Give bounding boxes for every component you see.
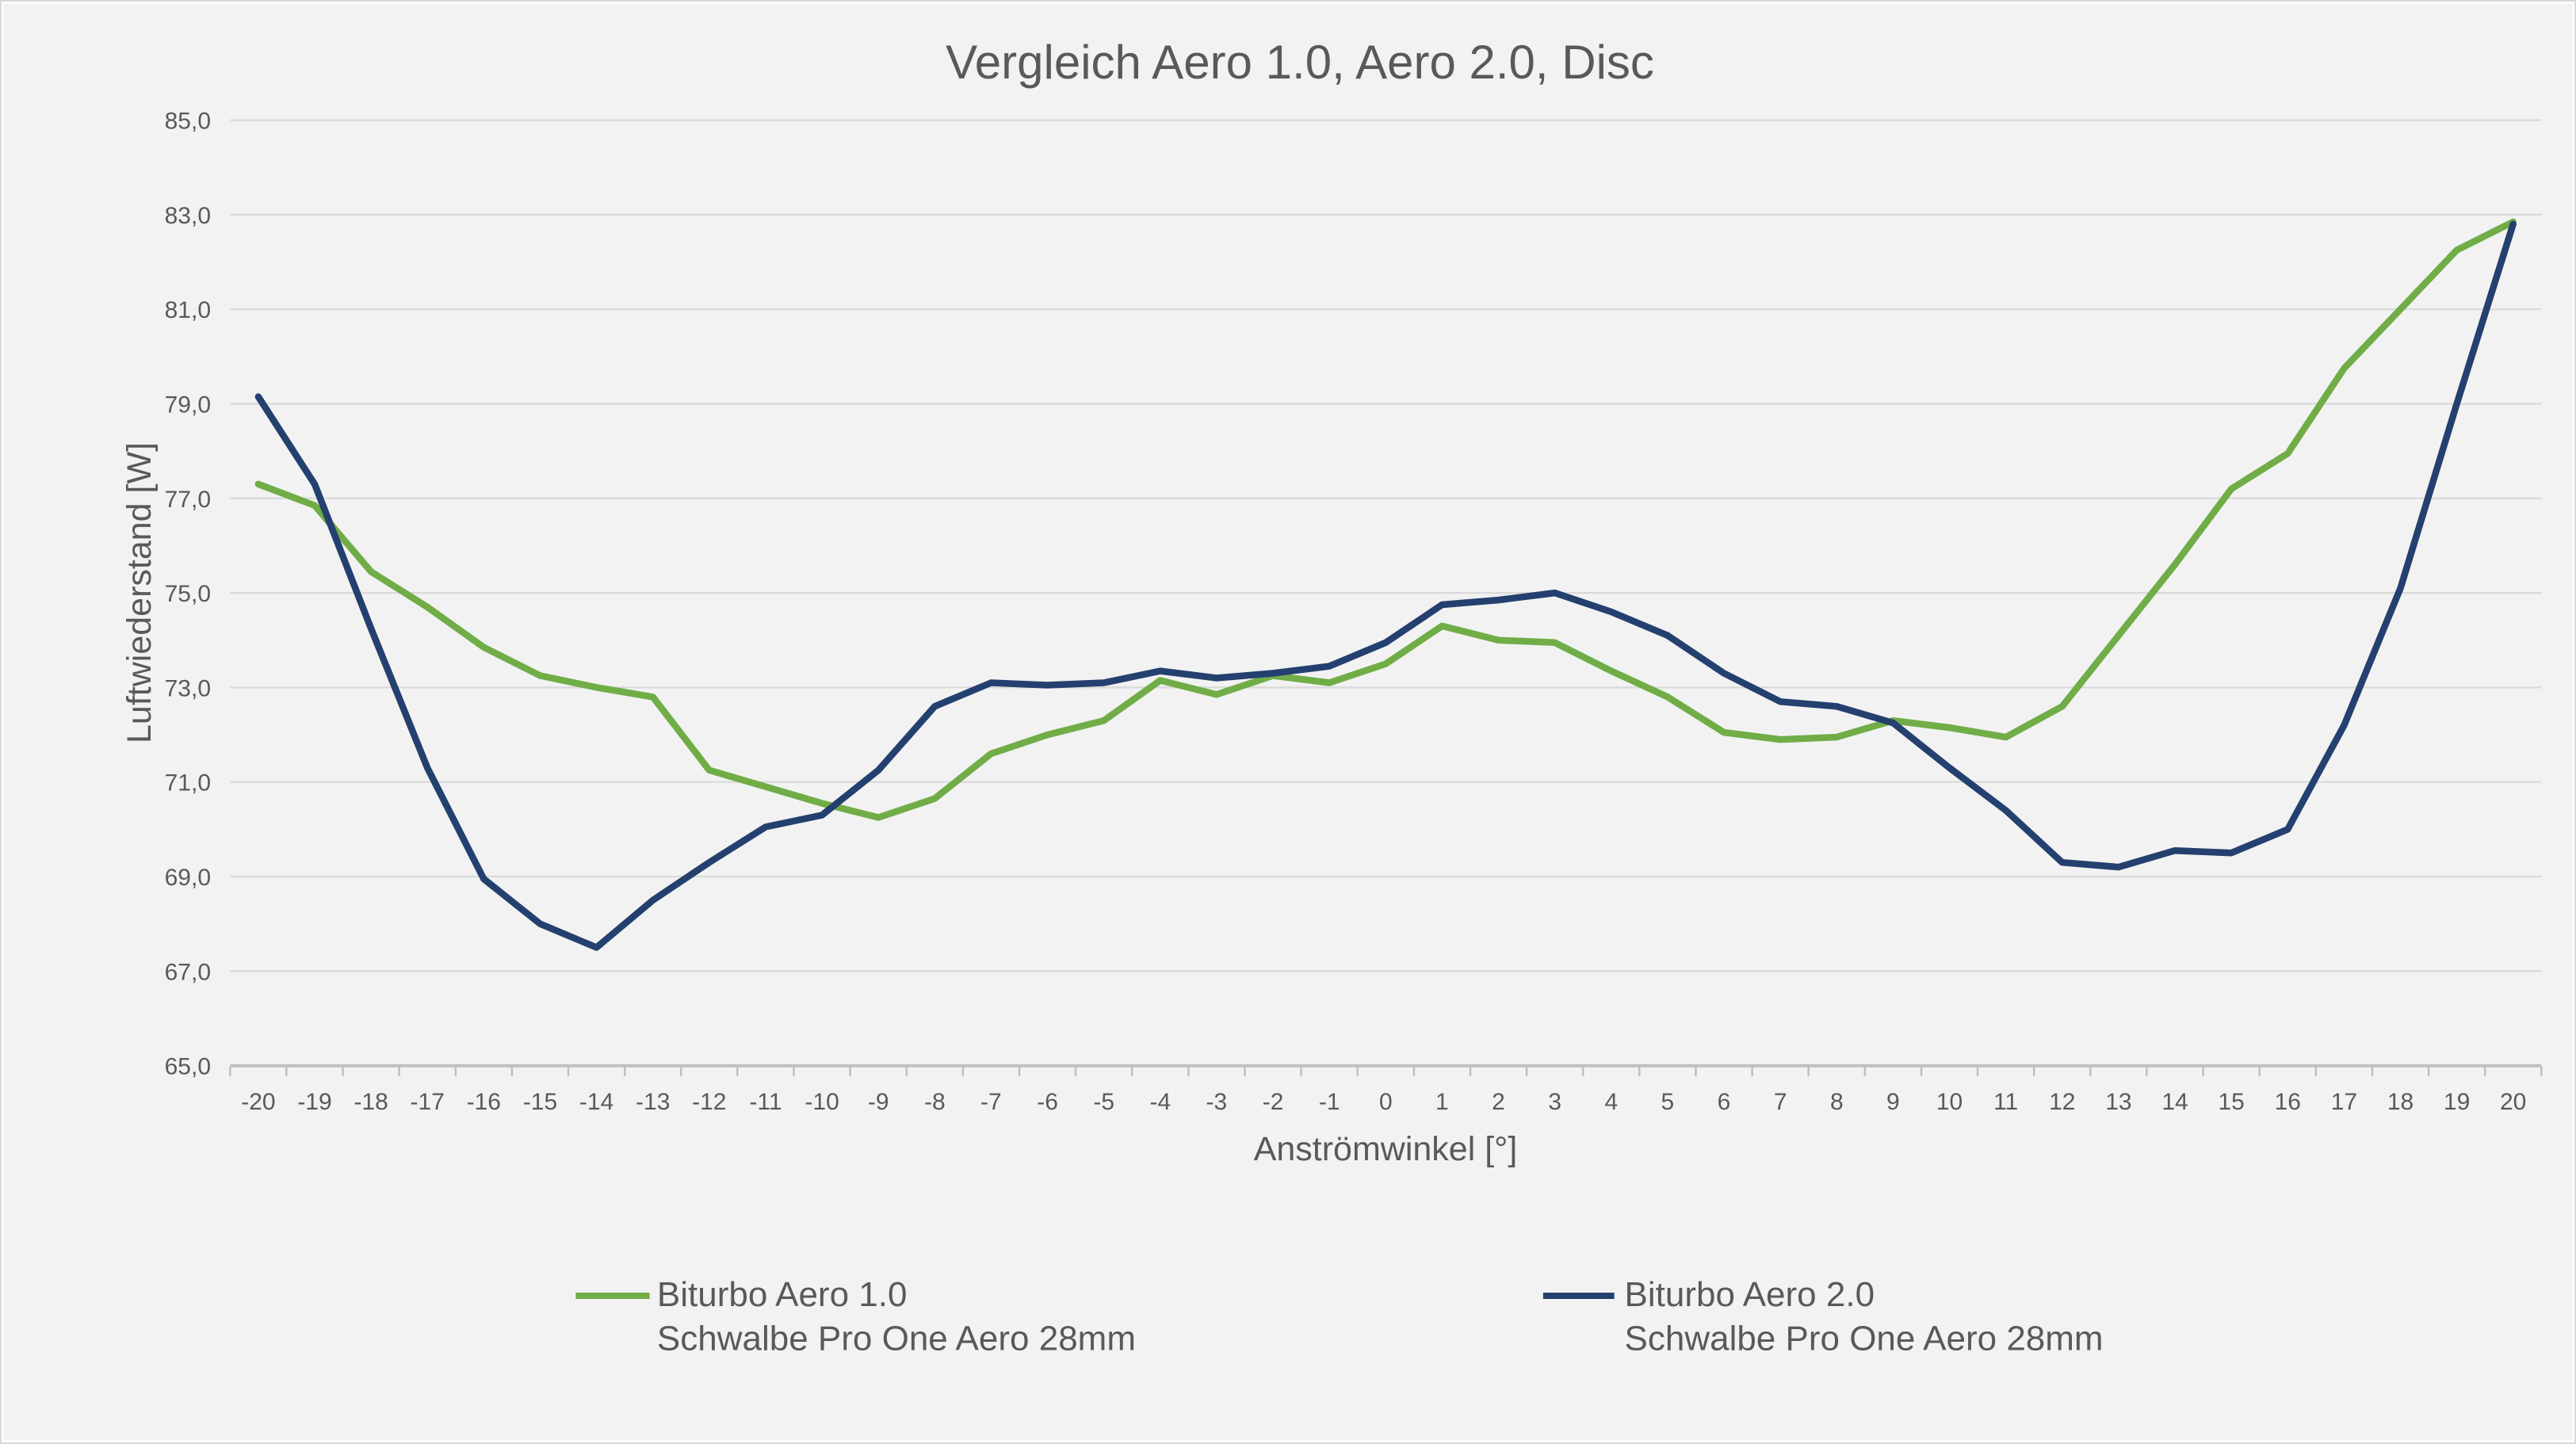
svg-text:83,0: 83,0 — [165, 203, 211, 229]
svg-text:-17: -17 — [411, 1089, 445, 1115]
svg-text:Biturbo Aero 2.0: Biturbo Aero 2.0 — [1625, 1275, 1875, 1314]
svg-text:11: 11 — [1993, 1089, 2018, 1115]
svg-text:4: 4 — [1604, 1089, 1618, 1115]
svg-text:Luftwiederstand [W]: Luftwiederstand [W] — [120, 442, 159, 743]
svg-text:-12: -12 — [692, 1089, 726, 1115]
svg-text:Anströmwinkel [°]: Anströmwinkel [°] — [1254, 1130, 1518, 1168]
svg-text:1: 1 — [1435, 1089, 1449, 1115]
svg-text:18: 18 — [2387, 1089, 2414, 1115]
svg-text:67,0: 67,0 — [165, 959, 211, 985]
svg-text:13: 13 — [2105, 1089, 2131, 1115]
svg-text:-15: -15 — [523, 1089, 557, 1115]
svg-text:6: 6 — [1718, 1089, 1731, 1115]
svg-text:-11: -11 — [749, 1089, 782, 1115]
svg-text:-13: -13 — [636, 1089, 670, 1115]
svg-text:71,0: 71,0 — [165, 770, 211, 796]
svg-text:-2: -2 — [1263, 1089, 1284, 1115]
svg-text:10: 10 — [1936, 1089, 1963, 1115]
svg-text:-18: -18 — [354, 1089, 388, 1115]
svg-text:-10: -10 — [805, 1089, 839, 1115]
svg-text:-1: -1 — [1319, 1089, 1340, 1115]
svg-text:-9: -9 — [868, 1089, 889, 1115]
svg-text:-6: -6 — [1037, 1089, 1058, 1115]
svg-text:5: 5 — [1661, 1089, 1675, 1115]
svg-text:Schwalbe Pro One Aero 28mm: Schwalbe Pro One Aero 28mm — [657, 1319, 1136, 1358]
svg-text:69,0: 69,0 — [165, 865, 211, 891]
svg-text:-7: -7 — [980, 1089, 1002, 1115]
svg-text:85,0: 85,0 — [165, 109, 211, 135]
svg-text:75,0: 75,0 — [165, 581, 211, 607]
svg-text:2: 2 — [1492, 1089, 1505, 1115]
svg-text:19: 19 — [2444, 1089, 2470, 1115]
svg-text:-4: -4 — [1149, 1089, 1171, 1115]
svg-text:8: 8 — [1830, 1089, 1844, 1115]
svg-text:-3: -3 — [1206, 1089, 1228, 1115]
svg-text:-14: -14 — [579, 1089, 613, 1115]
svg-text:73,0: 73,0 — [165, 675, 211, 701]
svg-text:-5: -5 — [1093, 1089, 1114, 1115]
svg-text:Schwalbe Pro One Aero 28mm: Schwalbe Pro One Aero 28mm — [1625, 1319, 2104, 1358]
svg-text:14: 14 — [2161, 1089, 2188, 1115]
svg-text:-8: -8 — [924, 1089, 946, 1115]
svg-text:81,0: 81,0 — [165, 297, 211, 323]
svg-text:20: 20 — [2500, 1089, 2526, 1115]
svg-text:-16: -16 — [467, 1089, 501, 1115]
svg-text:17: 17 — [2331, 1089, 2357, 1115]
svg-text:-19: -19 — [297, 1089, 331, 1115]
svg-text:7: 7 — [1774, 1089, 1787, 1115]
svg-text:79,0: 79,0 — [165, 392, 211, 418]
svg-text:15: 15 — [2218, 1089, 2244, 1115]
svg-text:16: 16 — [2275, 1089, 2301, 1115]
svg-text:12: 12 — [2049, 1089, 2075, 1115]
svg-text:0: 0 — [1379, 1089, 1393, 1115]
svg-text:3: 3 — [1548, 1089, 1561, 1115]
svg-text:77,0: 77,0 — [165, 487, 211, 513]
svg-text:Vergleich Aero 1.0, Aero 2.0,: Vergleich Aero 1.0, Aero 2.0, Disc — [946, 36, 1654, 89]
svg-text:Biturbo Aero 1.0: Biturbo Aero 1.0 — [657, 1275, 908, 1314]
svg-text:-20: -20 — [241, 1089, 275, 1115]
svg-text:65,0: 65,0 — [165, 1054, 211, 1080]
svg-text:9: 9 — [1886, 1089, 1900, 1115]
